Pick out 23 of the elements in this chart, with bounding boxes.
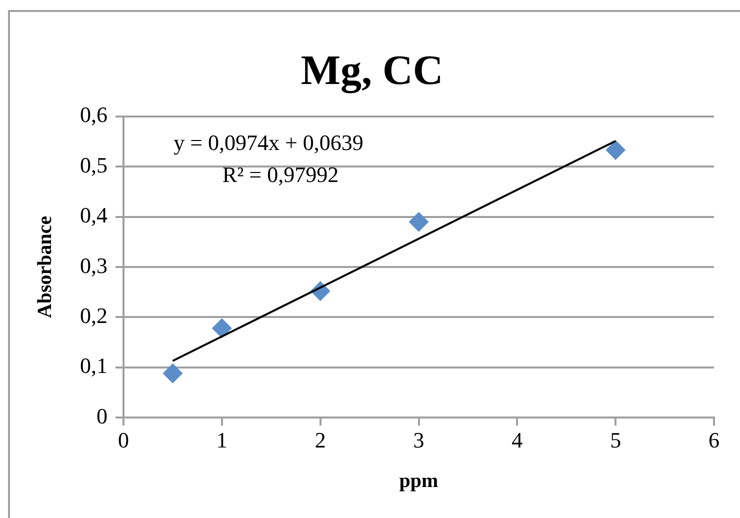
point [212,318,232,338]
x-tick-label: 6 [708,428,720,453]
annotation: y = 0,0974x + 0,0639 [174,130,364,156]
x-tick-label: 4 [512,428,523,453]
x-tick-label: 5 [610,428,622,453]
x-tick-label: 2 [314,428,326,453]
point [606,140,626,160]
point [408,212,429,232]
chart-title: Mg, CC [300,48,444,94]
y-tick-label: 0,5 [80,152,108,178]
annotation: R² = 0,97992 [222,162,339,188]
y-tick-label: 0,6 [80,102,108,128]
y-tick-label: 0,3 [80,252,108,278]
x-axis-title: ppm [399,470,439,492]
y-tick-label: 0,4 [80,202,108,228]
y-axis-title: Absorbance [34,216,56,318]
x-tick-label: 0 [118,428,129,453]
point [162,363,183,384]
y-tick-label: 0,2 [80,302,108,328]
y-tick-label: 0 [96,403,108,428]
y-tick-label: 0,1 [80,353,108,378]
x-tick-label: 1 [216,428,228,453]
x-tick-label: 3 [413,428,424,453]
